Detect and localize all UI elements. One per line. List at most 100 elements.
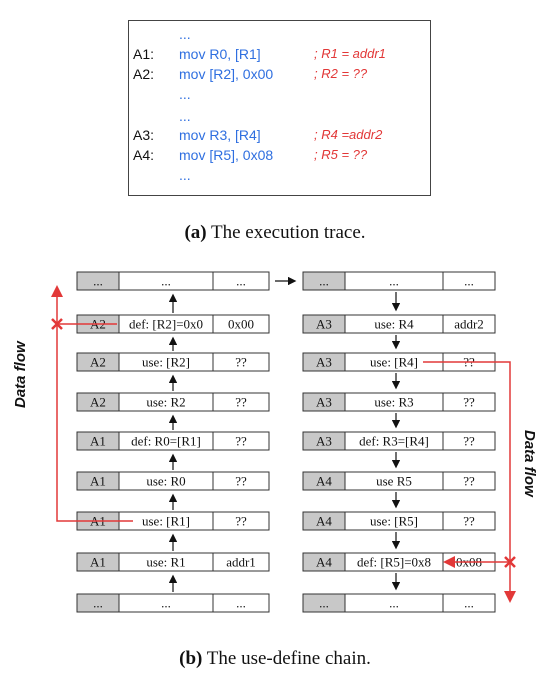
trace-address-label: A1: — [133, 46, 155, 62]
value-cell — [212, 593, 270, 613]
operation-text: def: [R5]=0x8 — [357, 555, 431, 570]
value-text: 0x00 — [228, 317, 254, 332]
address-text: ... — [319, 274, 329, 289]
operation-text: use: R3 — [374, 395, 413, 410]
chain-row-right: A4 def: [R5]=0x8 0x08 — [302, 552, 496, 572]
chain-row-right: ......... — [302, 271, 496, 291]
trace-line: A4: mov [R5], 0x08 ; R5 = ?? — [129, 145, 432, 165]
address-text: A1 — [90, 474, 106, 489]
address-text: ... — [319, 596, 329, 611]
value-cell — [442, 471, 496, 491]
chain-row-left: A1 use: R1 addr1 — [76, 552, 270, 572]
value-cell — [442, 392, 496, 412]
operation-text: use: [R5] — [370, 514, 418, 529]
value-text: ?? — [235, 434, 247, 449]
chain-row-right: A3 use: R3?? — [302, 392, 496, 412]
chain-row-right: A3 def: R3=[R4]?? — [302, 431, 496, 451]
kill-x-mark-right — [504, 556, 516, 568]
address-text: A4 — [316, 514, 332, 529]
trace-line: ... — [129, 84, 432, 104]
trace-line: A1: mov R0, [R1] ; R1 = addr1 — [129, 44, 432, 64]
chain-row-left: ......... — [76, 271, 270, 291]
chain-row-left: ......... — [76, 593, 270, 613]
value-text: ?? — [463, 514, 475, 529]
operation-text: ... — [161, 274, 171, 289]
address-text: A3 — [316, 355, 332, 370]
address-text: A3 — [316, 317, 332, 332]
chain-row-left: A2 def: [R2]=0x0 0x00 — [76, 314, 270, 334]
value-text: addr1 — [226, 555, 256, 570]
trace-line: ... — [129, 106, 432, 126]
trace-address-label: A4: — [133, 147, 155, 163]
operation-text: ... — [389, 274, 399, 289]
data-flow-line-right — [423, 361, 516, 603]
chain-right-column: ...... ... A3 use: R4 addr2 A3 use: [R4] ?? A3 us… — [302, 271, 496, 613]
value-cell — [442, 593, 496, 613]
value-cell — [442, 511, 496, 531]
operation-text: def: [R2]=0x0 — [129, 317, 203, 332]
value-cell — [212, 471, 270, 491]
value-text: ... — [236, 596, 246, 611]
chain-row-left: A2 use: R2?? — [76, 392, 270, 412]
value-cell — [212, 352, 270, 372]
address-text: A1 — [90, 555, 106, 570]
value-text: ?? — [235, 474, 247, 489]
trace-instruction: mov [R5], 0x08 — [179, 147, 274, 163]
value-text: ?? — [235, 514, 247, 529]
trace-instruction: ... — [179, 26, 191, 42]
trace-instruction: ... — [179, 86, 191, 102]
trace-comment: ; R4 =addr2 — [314, 127, 383, 142]
caption-b: (b) The use-define chain. — [0, 648, 550, 670]
value-text: ... — [236, 274, 246, 289]
address-text: ... — [93, 274, 103, 289]
value-text: ... — [464, 596, 474, 611]
address-text: ... — [93, 596, 103, 611]
chain-row-left: A2 use: [R2]?? — [76, 352, 270, 372]
address-text: A4 — [316, 555, 332, 570]
caption-b-text: The use-define chain. — [202, 648, 371, 669]
trace-comment: ; R2 = ?? — [314, 66, 368, 81]
address-text: A3 — [316, 434, 332, 449]
data-flow-lines — [51, 285, 516, 603]
chain-row-left: A1 use: [R1]?? — [76, 511, 270, 531]
trace-comment: ; R5 = ?? — [314, 147, 368, 162]
address-text: A2 — [90, 395, 106, 410]
value-cell — [212, 511, 270, 531]
chain-row-right: ......... — [302, 593, 496, 613]
value-cell — [442, 271, 496, 291]
trace-comment: ; R1 = addr1 — [314, 46, 386, 61]
trace-instruction: mov R3, [R4] — [179, 127, 261, 143]
address-text: A1 — [90, 434, 106, 449]
value-cell — [442, 431, 496, 451]
address-text: A3 — [316, 395, 332, 410]
trace-instruction: mov R0, [R1] — [179, 46, 261, 62]
caption-a: (a) The execution trace. — [0, 222, 550, 244]
trace-instruction: mov [R2], 0x00 — [179, 66, 274, 82]
execution-trace-box: ... A1: mov R0, [R1] ; R1 = addr1 A2: mov [R2… — [128, 20, 431, 196]
address-text: A4 — [316, 474, 332, 489]
trace-address-label: A3: — [133, 127, 155, 143]
operation-text: def: R3=[R4] — [359, 434, 429, 449]
value-cell — [212, 392, 270, 412]
chain-row-right: A4 use: [R5]?? — [302, 511, 496, 531]
trace-address-label: A2: — [133, 66, 155, 82]
chain-row-left: A1 def: R0=[R1]?? — [76, 431, 270, 451]
value-text: ?? — [463, 474, 475, 489]
value-cell — [212, 431, 270, 451]
operation-text: use R5 — [376, 474, 412, 489]
value-cell — [442, 314, 496, 334]
caption-a-tag: (a) — [184, 222, 207, 243]
value-text: ?? — [235, 355, 247, 370]
value-cell — [212, 314, 270, 334]
operation-text: use: [R2] — [142, 355, 190, 370]
address-text: A2 — [90, 355, 106, 370]
value-cell — [212, 271, 270, 291]
trace-line: A3: mov R3, [R4] ; R4 =addr2 — [129, 125, 432, 145]
data-flow-line-left — [51, 285, 133, 522]
value-text: ?? — [463, 395, 475, 410]
operation-text: use: R1 — [146, 555, 185, 570]
operation-text: use: R2 — [146, 395, 185, 410]
operation-text: def: R0=[R1] — [131, 434, 201, 449]
value-cell — [212, 552, 270, 572]
